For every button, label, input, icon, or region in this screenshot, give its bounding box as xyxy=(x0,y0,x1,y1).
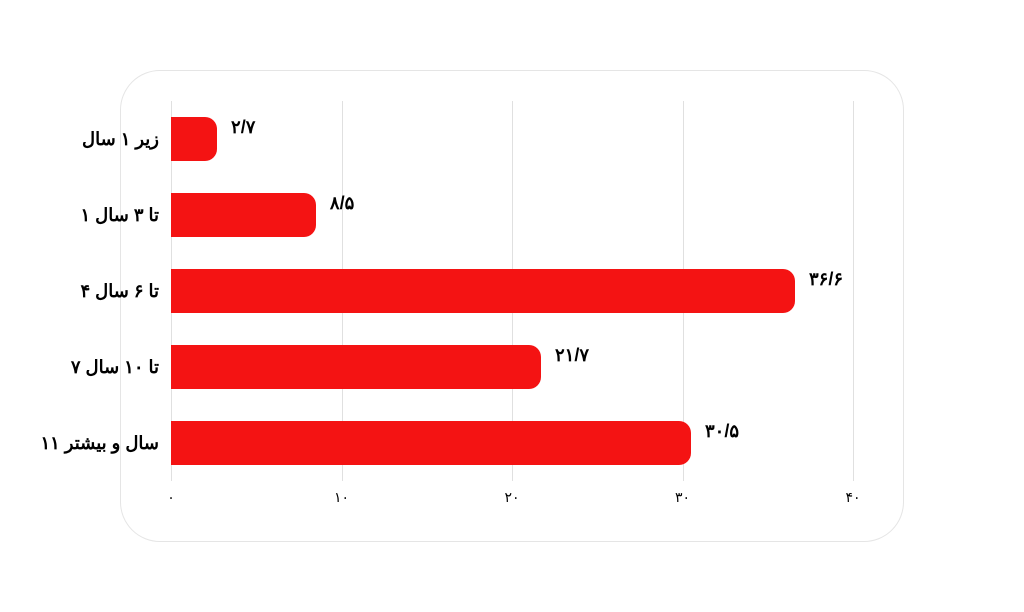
bar-value-label: ۳۶/۶ xyxy=(809,269,843,290)
x-tick-label: ۲۰ xyxy=(504,489,519,506)
bar-row: زیر ۱ سال۲/۷ xyxy=(171,117,853,161)
gridline xyxy=(853,101,854,481)
bar-value-label: ۲۱/۷ xyxy=(555,345,589,366)
bar-category-label: ۷ تا ۱۰ سال xyxy=(71,357,171,378)
x-axis: ۰۱۰۲۰۳۰۴۰ xyxy=(171,489,853,511)
bar-row: ۱ تا ۳ سال۸/۵ xyxy=(171,193,853,237)
x-tick-label: ۱۰ xyxy=(334,489,349,506)
bar-value-label: ۳۰/۵ xyxy=(705,421,739,442)
bar-row: ۷ تا ۱۰ سال۲۱/۷ xyxy=(171,345,853,389)
bar-category-label: ۴ تا ۶ سال xyxy=(81,281,172,302)
bar-category-label: ۱ تا ۳ سال xyxy=(81,205,172,226)
bar-value-label: ۸/۵ xyxy=(330,193,354,214)
bar: ۳۰/۵ xyxy=(171,421,691,465)
bar-value-label: ۲/۷ xyxy=(231,117,255,138)
x-tick-label: ۴۰ xyxy=(845,489,860,506)
bar: ۲/۷ xyxy=(171,117,217,161)
bar: ۳۶/۶ xyxy=(171,269,795,313)
x-tick-label: ۳۰ xyxy=(675,489,690,506)
bar-row: ۱۱ سال و بیشتر۳۰/۵ xyxy=(171,421,853,465)
bar-category-label: زیر ۱ سال xyxy=(82,129,171,150)
x-tick-label: ۰ xyxy=(167,489,175,506)
chart-card: زیر ۱ سال۲/۷ ۱ تا ۳ سال۸/۵ ۴ تا ۶ سال۳۶/۶ ۷… xyxy=(120,70,904,542)
bars-container: زیر ۱ سال۲/۷ ۱ تا ۳ سال۸/۵ ۴ تا ۶ سال۳۶/۶ ۷… xyxy=(171,101,853,481)
plot-area: زیر ۱ سال۲/۷ ۱ تا ۳ سال۸/۵ ۴ تا ۶ سال۳۶/۶ ۷… xyxy=(171,101,853,481)
bar: ۸/۵ xyxy=(171,193,316,237)
bar: ۲۱/۷ xyxy=(171,345,541,389)
bar-category-label: ۱۱ سال و بیشتر xyxy=(40,433,171,454)
bar-row: ۴ تا ۶ سال۳۶/۶ xyxy=(171,269,853,313)
